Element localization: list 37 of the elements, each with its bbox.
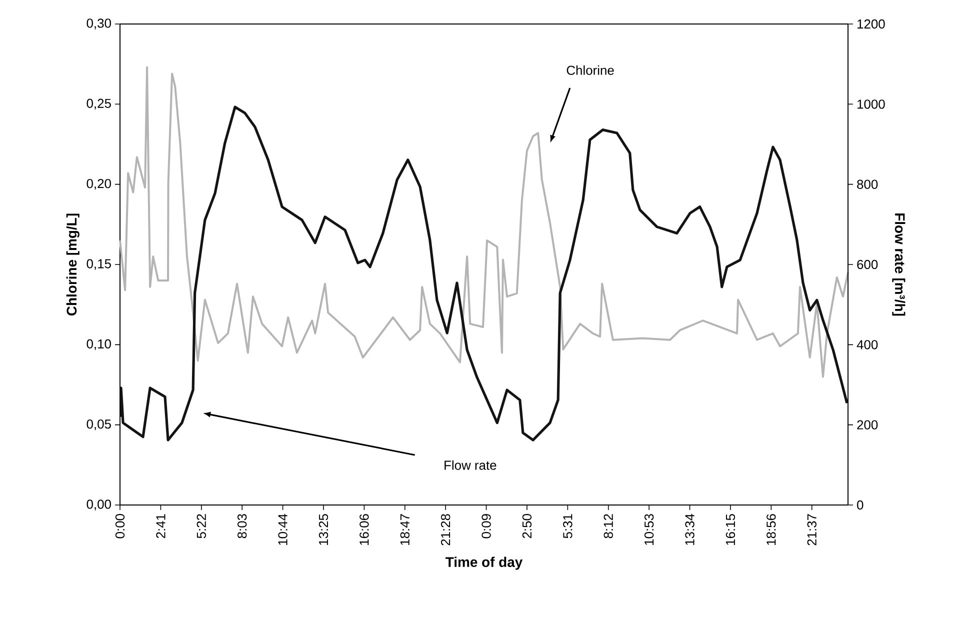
y2-tick-label: 600 xyxy=(857,260,878,270)
annotation: Flow rate xyxy=(444,460,496,470)
x-tick-label: 5:22 xyxy=(196,514,206,538)
y-tick-label: 0,05 xyxy=(86,419,111,430)
x-tick-label: 13:25 xyxy=(318,514,328,545)
x-tick-label: 8:03 xyxy=(238,514,247,538)
y2-tick-label: 0 xyxy=(857,500,864,510)
y-tick-label: 0,15 xyxy=(86,259,111,270)
x-tick-label: 16:06 xyxy=(360,514,369,545)
x-tick-label: 0:09 xyxy=(482,514,491,538)
y-tick-label: 0,10 xyxy=(86,339,111,350)
x-tick-label: 21:28 xyxy=(440,514,450,546)
x-tick-label: 10:53 xyxy=(644,514,654,545)
y2-tick-label: 1000 xyxy=(858,100,885,109)
x-axis-title: Time of day xyxy=(446,556,523,570)
x-tick-label: 2:41 xyxy=(156,514,166,538)
y2-tick-label: 1200 xyxy=(858,19,885,29)
x-tick-label: 18:56 xyxy=(766,514,776,545)
x-tick-label: 5:31 xyxy=(563,514,572,538)
x-tick-label: 2:50 xyxy=(522,514,532,538)
x-tick-label: 8:12 xyxy=(604,514,613,538)
x-tick-label: 21:37 xyxy=(807,514,816,546)
y-tick-label: 0,00 xyxy=(86,500,111,510)
y-tick-label: 0,30 xyxy=(86,18,111,30)
y2-axis-title: Flow rate [m³/h] xyxy=(892,214,906,316)
x-tick-label: 0:00 xyxy=(115,514,125,538)
x-tick-label: 18:47 xyxy=(400,514,410,545)
y2-tick-label: 200 xyxy=(857,420,878,430)
x-tick-label: 16:15 xyxy=(726,514,736,545)
x-tick-label: 13:34 xyxy=(685,514,694,545)
x-tick-label: 10:44 xyxy=(278,514,288,545)
y-axis-title: Chlorine [mg/L] xyxy=(66,214,80,316)
y2-tick-label: 800 xyxy=(857,180,878,189)
y-tick-label: 0,25 xyxy=(86,98,111,110)
y-tick-label: 0,20 xyxy=(86,178,111,190)
y2-tick-label: 400 xyxy=(856,340,878,350)
annotation: Chlorine xyxy=(566,65,614,75)
